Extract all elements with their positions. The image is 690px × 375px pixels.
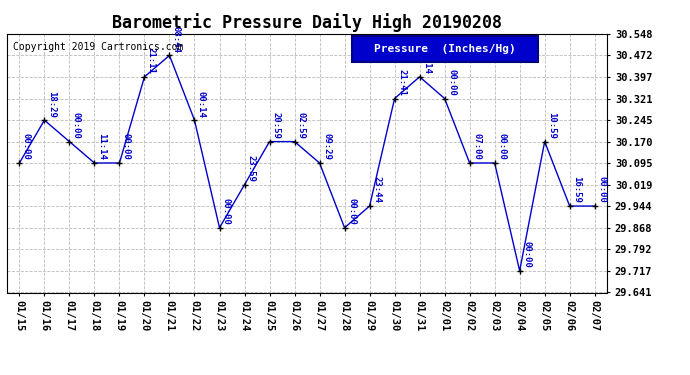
Text: 10:59: 10:59 bbox=[547, 112, 556, 139]
Text: 00:00: 00:00 bbox=[597, 176, 606, 203]
Text: 00:00: 00:00 bbox=[347, 198, 356, 225]
Text: 07:00: 07:00 bbox=[472, 134, 481, 160]
Text: 02:59: 02:59 bbox=[297, 112, 306, 139]
Text: Pressure  (Inches/Hg): Pressure (Inches/Hg) bbox=[374, 44, 516, 54]
Title: Barometric Pressure Daily High 20190208: Barometric Pressure Daily High 20190208 bbox=[112, 13, 502, 32]
Text: 00:14: 00:14 bbox=[197, 90, 206, 117]
Text: Copyright 2019 Cartronics.com: Copyright 2019 Cartronics.com bbox=[13, 42, 184, 51]
Text: 23:59: 23:59 bbox=[247, 155, 256, 182]
Text: 00:00: 00:00 bbox=[22, 134, 31, 160]
Text: 21:11: 21:11 bbox=[147, 47, 156, 74]
Text: 08:44: 08:44 bbox=[172, 26, 181, 53]
Text: 09:29: 09:29 bbox=[322, 134, 331, 160]
Text: 00:00: 00:00 bbox=[72, 112, 81, 139]
FancyBboxPatch shape bbox=[352, 36, 538, 62]
Text: 20:59: 20:59 bbox=[272, 112, 281, 139]
Text: 00:00: 00:00 bbox=[122, 134, 131, 160]
Text: 16:59: 16:59 bbox=[572, 176, 581, 203]
Text: 11:14: 11:14 bbox=[97, 134, 106, 160]
Text: 00:00: 00:00 bbox=[497, 134, 506, 160]
Text: 00:00: 00:00 bbox=[222, 198, 231, 225]
Text: 10:14: 10:14 bbox=[422, 47, 431, 74]
Text: 18:29: 18:29 bbox=[47, 90, 56, 117]
Text: 00:00: 00:00 bbox=[522, 241, 531, 268]
Text: 21:41: 21:41 bbox=[397, 69, 406, 96]
Text: 23:44: 23:44 bbox=[372, 176, 381, 203]
Text: 00:00: 00:00 bbox=[447, 69, 456, 96]
